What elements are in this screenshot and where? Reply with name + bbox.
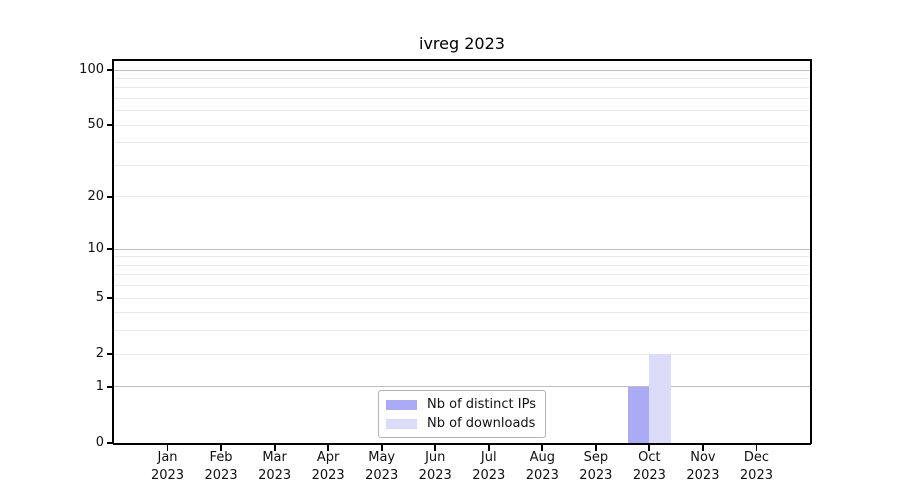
x-tickmark-mar <box>273 444 276 451</box>
x-tick-month: Feb <box>209 450 233 465</box>
x-tick-label-mar: Mar 2023 <box>235 449 315 484</box>
x-tick-month: Jan <box>157 450 178 465</box>
legend-swatch-nb-of-distinct-ips <box>386 399 418 410</box>
x-tick-year: 2023 <box>686 467 720 483</box>
x-tick-year: 2023 <box>258 467 292 483</box>
legend-swatch-nb-of-downloads <box>386 418 418 429</box>
gridline-minor-7 <box>114 274 810 276</box>
x-tick-month: Nov <box>690 450 716 465</box>
x-tickmark-may <box>380 444 383 451</box>
gridline-minor-5 <box>114 297 810 299</box>
gridline-minor-40 <box>114 142 810 144</box>
gridline-minor-90 <box>114 77 810 79</box>
gridline-minor-60 <box>114 110 810 112</box>
x-tick-label-dec: Dec 2023 <box>716 449 796 484</box>
y-tick-label-100: 100 <box>79 62 104 77</box>
x-tickmark-apr <box>327 444 330 451</box>
gridline-minor-3 <box>114 330 810 332</box>
x-tick-month: Oct <box>638 450 661 465</box>
y-tick-label-1: 1 <box>95 378 104 394</box>
gridline-minor-2 <box>114 353 810 355</box>
gridline-major-100 <box>114 69 810 71</box>
y-tick-label-10: 10 <box>87 241 104 257</box>
x-tick-month: Aug <box>529 450 555 465</box>
bar-nb-of-distinct-ips-oct <box>627 386 650 443</box>
x-tickmark-nov <box>702 444 704 451</box>
x-tickmark-feb <box>220 444 222 451</box>
y-tickmark-1 <box>106 386 113 388</box>
x-tickmark-sep <box>594 444 597 451</box>
x-tick-label-jun: Jun 2023 <box>395 449 475 484</box>
chart-title: ivreg 2023 <box>419 34 505 53</box>
x-tick-year: 2023 <box>472 467 506 483</box>
x-tick-label-jul: Jul 2023 <box>449 449 529 484</box>
gridline-minor-50 <box>114 124 810 126</box>
gridline-minor-4 <box>114 312 810 314</box>
legend-item-nb-of-distinct-ips: Nb of distinct IPs <box>386 397 536 412</box>
x-tickmark-jan <box>166 444 169 451</box>
y-tick-label-20: 20 <box>87 188 104 204</box>
gridline-major-10 <box>114 248 810 250</box>
x-tick-month: May <box>368 450 396 465</box>
gridline-minor-70 <box>114 97 810 99</box>
x-tick-month: Apr <box>316 450 340 465</box>
x-tick-year: 2023 <box>150 467 185 483</box>
spine-top <box>113 59 811 61</box>
x-tick-label-apr: Apr 2023 <box>288 449 368 484</box>
x-tick-label-feb: Feb 2023 <box>181 449 261 484</box>
x-tick-year: 2023 <box>579 467 613 483</box>
legend-label-nb-of-distinct-ips: Nb of distinct IPs <box>427 397 536 412</box>
bar-nb-of-downloads-oct <box>649 354 671 443</box>
legend-item-nb-of-downloads: Nb of downloads <box>386 416 536 431</box>
x-tick-year: 2023 <box>632 467 666 483</box>
y-tick-label-0: 0 <box>95 435 104 450</box>
x-tick-label-jan: Jan 2023 <box>128 449 208 484</box>
y-tick-label-50: 50 <box>87 117 104 133</box>
x-tick-year: 2023 <box>311 467 345 483</box>
x-tick-month: Mar <box>262 450 287 465</box>
y-tickmark-100 <box>106 69 113 71</box>
gridline-minor-6 <box>114 285 810 287</box>
x-tickmark-jul <box>487 444 490 451</box>
legend: Nb of distinct IPs Nb of downloads <box>378 390 546 438</box>
x-tick-month: Dec <box>743 450 770 465</box>
gridline-major-1 <box>114 386 810 388</box>
y-tick-label-5: 5 <box>95 290 104 306</box>
gridline-minor-80 <box>114 87 810 89</box>
x-tick-year: 2023 <box>739 467 773 483</box>
x-tick-year: 2023 <box>525 467 559 483</box>
x-tickmark-jun <box>434 444 437 451</box>
y-tickmark-5 <box>106 297 113 300</box>
x-tick-month: Jun <box>425 450 446 465</box>
gridline-minor-9 <box>114 256 810 258</box>
y-tickmark-2 <box>106 353 113 356</box>
x-tick-label-aug: Aug 2023 <box>502 449 582 484</box>
x-tick-label-nov: Nov 2023 <box>663 449 743 484</box>
gridline-minor-30 <box>114 164 810 166</box>
x-tick-label-may: May 2023 <box>342 449 422 484</box>
x-tick-label-oct: Oct 2023 <box>609 449 689 484</box>
x-tick-year: 2023 <box>418 467 452 483</box>
x-tick-month: Sep <box>583 450 609 465</box>
spine-bottom <box>113 443 811 445</box>
x-tick-month: Jul <box>480 450 497 465</box>
x-tickmark-aug <box>541 444 544 451</box>
y-tickmark-20 <box>106 196 113 198</box>
x-tick-label-sep: Sep 2023 <box>556 449 636 484</box>
spine-left <box>112 59 114 444</box>
y-tick-label-2: 2 <box>95 346 104 362</box>
y-tickmark-0 <box>106 442 113 444</box>
x-tick-year: 2023 <box>204 467 238 483</box>
x-tickmark-dec <box>755 444 758 451</box>
x-tickmark-oct <box>648 444 651 451</box>
spine-right <box>810 59 812 444</box>
y-tickmark-10 <box>106 248 113 251</box>
legend-label-nb-of-downloads: Nb of downloads <box>427 416 536 431</box>
gridline-minor-8 <box>114 264 810 266</box>
gridline-minor-20 <box>114 196 810 198</box>
y-tickmark-50 <box>106 124 113 127</box>
plot-area: Nb of distinct IPs Nb of downloads <box>114 60 810 443</box>
x-tick-year: 2023 <box>365 467 399 483</box>
